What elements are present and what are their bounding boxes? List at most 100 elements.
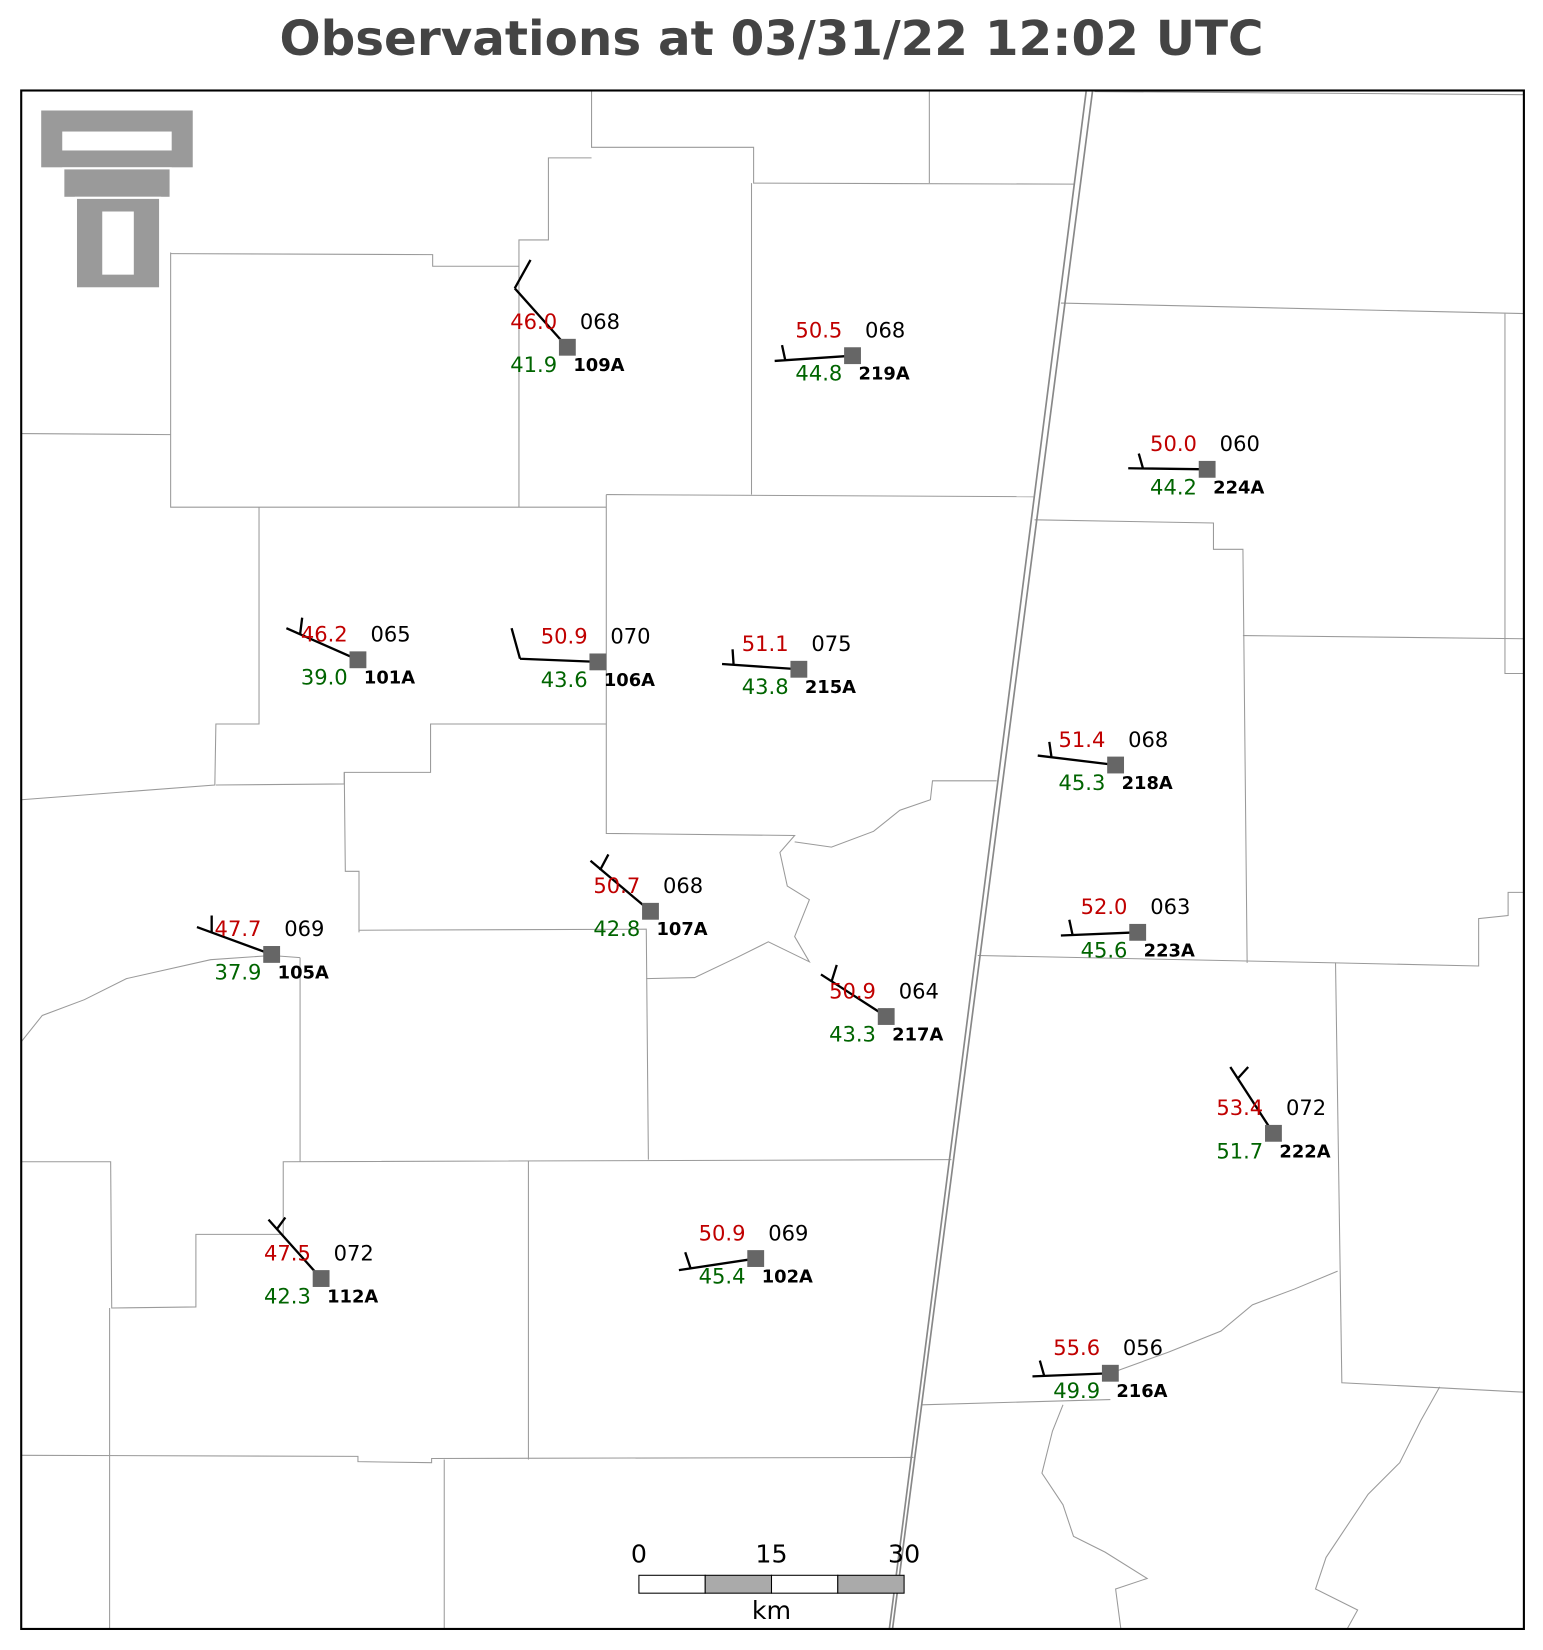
- temperature: 47.7: [215, 916, 262, 941]
- logo: [39, 108, 195, 290]
- station-id: 224A: [1213, 477, 1264, 498]
- station-id: 112A: [327, 1286, 378, 1307]
- scale-bar: 0 15 30 km: [631, 1539, 920, 1625]
- station-marker: [844, 347, 861, 365]
- pressure: 060: [1220, 431, 1260, 456]
- dewpoint: 43.3: [829, 1021, 876, 1046]
- temperature: 50.9: [829, 978, 876, 1003]
- wind-barb: [513, 259, 569, 349]
- station-marker: [747, 1250, 765, 1267]
- station-marker: [312, 1270, 330, 1287]
- dewpoint: 51.7: [1216, 1138, 1263, 1163]
- pressure: 072: [334, 1240, 374, 1265]
- temperature: 50.7: [593, 873, 640, 898]
- scale-unit: km: [752, 1596, 791, 1625]
- dewpoint: 42.3: [264, 1283, 311, 1308]
- pressure: 056: [1123, 1335, 1163, 1360]
- station-id: 222A: [1279, 1141, 1330, 1162]
- dewpoint: 37.9: [215, 959, 262, 984]
- dewpoint: 49.9: [1053, 1378, 1100, 1403]
- station-marker: [558, 338, 576, 356]
- wind-barb: [1037, 741, 1116, 767]
- temperature: 51.1: [742, 631, 789, 656]
- dewpoint: 44.2: [1150, 474, 1197, 499]
- temperature: 51.4: [1059, 727, 1106, 752]
- wind-barb: [1229, 1066, 1275, 1134]
- station-id: 219A: [859, 364, 910, 385]
- station-id: 216A: [1116, 1381, 1167, 1402]
- wind-barb: [1128, 453, 1208, 471]
- dewpoint: 45.3: [1059, 770, 1106, 795]
- pressure: 068: [1128, 727, 1168, 752]
- map-frame: [20, 89, 1525, 1631]
- station-marker: [1198, 460, 1216, 478]
- temperature: 50.9: [699, 1220, 746, 1245]
- station-id: 223A: [1144, 940, 1195, 961]
- temperature: 47.5: [264, 1240, 311, 1265]
- station-id: 106A: [604, 670, 655, 691]
- station-marker: [1129, 923, 1147, 941]
- temperature: 50.0: [1150, 431, 1197, 456]
- dewpoint: 44.8: [795, 361, 842, 386]
- station-marker: [877, 1008, 895, 1025]
- station-marker: [589, 653, 607, 671]
- temperature: 53.4: [1216, 1095, 1263, 1120]
- wind-barb: [267, 1216, 322, 1280]
- station-id: 101A: [364, 668, 415, 689]
- dewpoint: 42.8: [593, 916, 640, 941]
- station-marker: [642, 902, 659, 920]
- station-id: 109A: [573, 355, 624, 376]
- station-id: 217A: [892, 1024, 943, 1045]
- pressure: 064: [899, 978, 939, 1003]
- wind-barb: [774, 344, 853, 363]
- temperature: 55.6: [1053, 1335, 1100, 1360]
- map-title: Observations at 03/31/22 12:02 UTC: [279, 11, 1263, 67]
- wind-barb: [589, 853, 652, 913]
- pressure: 075: [811, 631, 851, 656]
- pressure: 069: [768, 1220, 808, 1245]
- pressure: 072: [1286, 1095, 1326, 1120]
- wind-barb: [820, 964, 887, 1018]
- dewpoint: 39.0: [301, 665, 348, 690]
- station-id: 107A: [656, 919, 707, 940]
- station-marker: [263, 946, 281, 963]
- county-boundaries: [20, 91, 1524, 1630]
- wind-barb: [1032, 1360, 1111, 1378]
- station-id: 105A: [278, 962, 329, 983]
- temperature: 46.2: [301, 622, 348, 647]
- dewpoint: 43.6: [541, 667, 588, 692]
- pressure: 069: [284, 916, 324, 941]
- wind-barb: [285, 617, 359, 661]
- wind-barb: [196, 915, 273, 956]
- wind-barb: [678, 1251, 756, 1272]
- stations: 46.0 068 41.9 109A 50.5 068 44.8 219A 50.0 060 44.…: [196, 259, 1331, 1403]
- temperature: 46.0: [510, 309, 557, 334]
- station-marker: [1107, 756, 1125, 774]
- wind-barb: [1060, 919, 1138, 937]
- dewpoint: 41.9: [510, 352, 557, 377]
- station-id: 215A: [805, 677, 856, 698]
- pressure: 068: [663, 873, 703, 898]
- pressure: 065: [370, 622, 410, 647]
- temperature: 50.9: [541, 624, 588, 649]
- dewpoint: 43.8: [742, 674, 789, 699]
- station-marker: [349, 651, 367, 669]
- station-marker: [1265, 1124, 1282, 1142]
- state-line: [888, 91, 1094, 1630]
- scale-label: 0: [631, 1539, 647, 1568]
- pressure: 068: [580, 309, 620, 334]
- scale-label: 30: [888, 1539, 920, 1568]
- station-marker: [790, 660, 808, 678]
- station-id: 218A: [1122, 773, 1173, 794]
- station-marker: [1101, 1364, 1119, 1382]
- dewpoint: 45.4: [699, 1263, 746, 1288]
- station-id: 102A: [762, 1266, 813, 1287]
- dewpoint: 45.6: [1081, 937, 1128, 962]
- pressure: 068: [865, 317, 905, 342]
- wind-barb: [721, 649, 799, 671]
- pressure: 063: [1150, 894, 1190, 919]
- temperature: 50.5: [795, 317, 842, 342]
- temperature: 52.0: [1081, 894, 1128, 919]
- pressure: 070: [610, 624, 650, 649]
